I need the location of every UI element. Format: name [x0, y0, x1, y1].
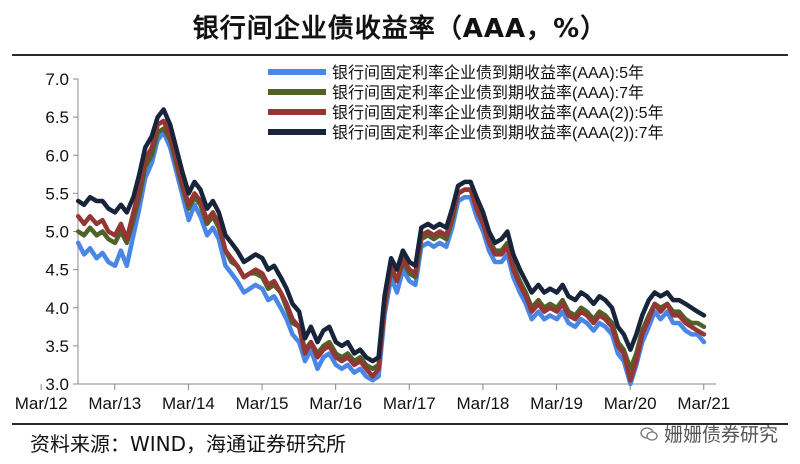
y-tick-label: 4.0	[45, 299, 69, 318]
y-tick-label: 6.5	[45, 108, 69, 127]
legend-label-2: 银行间固定利率企业债到期收益率(AAA):7年	[332, 84, 644, 102]
y-tick-label: 5.5	[45, 184, 69, 203]
legend-label-1: 银行间固定利率企业债到期收益率(AAA):5年	[332, 64, 644, 82]
x-tick-label: Mar/13	[88, 394, 141, 413]
legend-label-4: 银行间固定利率企业债到期收益率(AAA(2)):7年	[332, 124, 664, 142]
x-tick-label: Mar/16	[309, 394, 362, 413]
x-tick-label: Mar/17	[383, 394, 436, 413]
footer-divider	[12, 423, 788, 425]
chart-series	[75, 107, 707, 387]
x-tick-label: Mar/20	[604, 394, 657, 413]
x-tick-label: Mar/19	[530, 394, 583, 413]
wechat-icon	[640, 426, 658, 441]
chart-legend: 银行间固定利率企业债到期收益率(AAA):5年银行间固定利率企业债到期收益率(A…	[268, 64, 664, 142]
y-tick-label: 5.0	[45, 223, 69, 242]
y-tick-label: 6.0	[45, 146, 69, 165]
x-tick-label: Mar/14	[162, 394, 215, 413]
x-tick-label: Mar/12	[15, 394, 68, 413]
title-divider	[12, 54, 788, 56]
y-tick-label: 3.0	[45, 375, 69, 394]
x-tick-label: Mar/15	[236, 394, 289, 413]
source-note: 资料来源：WIND，海通证券研究所	[30, 432, 347, 456]
chart-title: 银行间企业债收益率（AAA，%）	[192, 14, 608, 44]
series-line-4	[75, 107, 707, 364]
watermark: 姗姗债券研究	[640, 420, 778, 447]
y-tick-label: 4.5	[45, 261, 69, 280]
legend-label-3: 银行间固定利率企业债到期收益率(AAA(2)):5年	[332, 104, 664, 122]
x-tick-label: Mar/21	[677, 394, 730, 413]
y-tick-label: 7.0	[45, 70, 69, 89]
x-tick-label: Mar/18	[456, 394, 509, 413]
watermark-text: 姗姗债券研究	[663, 424, 778, 446]
y-tick-label: 3.5	[45, 337, 69, 356]
